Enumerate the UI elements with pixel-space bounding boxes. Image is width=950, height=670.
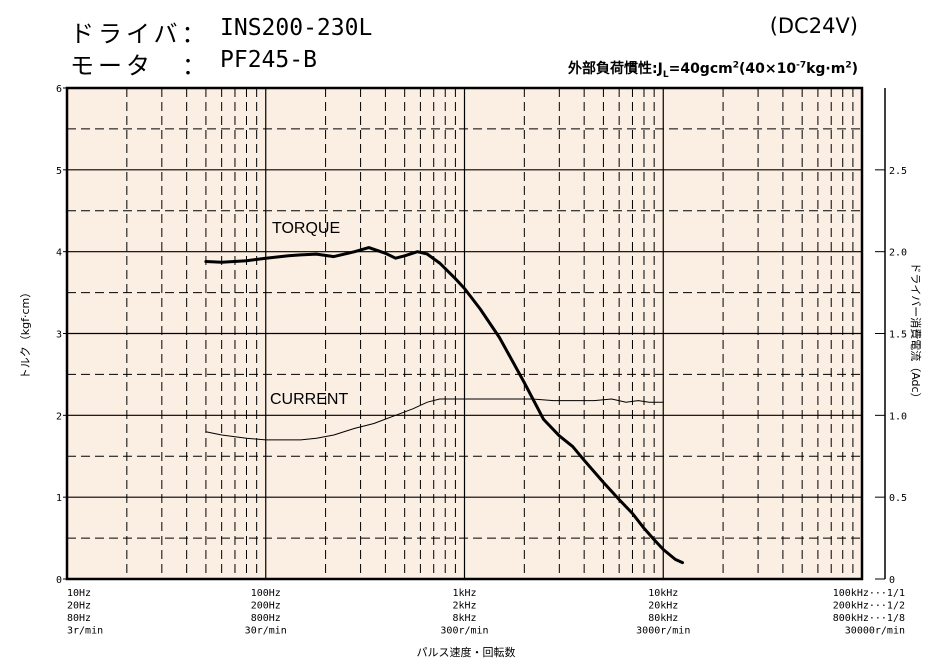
x-tick-label: 200Hz — [251, 601, 281, 612]
x-tick-label: 80Hz — [67, 613, 91, 624]
y-left-tick-label: 0 — [56, 575, 62, 586]
x-tick-label: 2kHz — [452, 601, 476, 612]
x-tick-label: 80kHz — [648, 613, 678, 624]
inertia-exponent: 2 — [732, 60, 739, 71]
inertia-paren: (40×10 — [738, 61, 797, 77]
inertia-prefix: 外部負荷慣性: — [568, 61, 658, 77]
y-right-tick-label: 2.0 — [889, 248, 907, 259]
series-layer — [204, 246, 684, 565]
x-tick-label: 10Hz — [67, 588, 91, 599]
y-right-tick-label: 2.5 — [889, 166, 907, 177]
driver-label: ドライバ： — [70, 20, 210, 48]
supply-voltage: (DC24V) — [769, 14, 858, 38]
x-tick-label: 800kHz···1/8 — [833, 613, 905, 624]
x-tick-label: 20kHz — [648, 601, 678, 612]
inertia-exponent-2: -7 — [796, 60, 807, 71]
y-left-tick-label: 5 — [56, 166, 62, 177]
inertia-unit: kg·m — [806, 61, 846, 77]
torque-label: TORQUE — [272, 220, 340, 237]
x-tick-label: 20Hz — [67, 601, 91, 612]
x-tick-label: 10kHz — [648, 588, 678, 599]
x-tick-label: 800Hz — [251, 613, 281, 624]
x-tick-label: 30000r/min — [845, 626, 905, 637]
x-tick-label: 100kHz···1/1 — [833, 588, 905, 599]
y-left-tick-label: 6 — [56, 84, 62, 95]
current-label: CURRENT — [270, 391, 348, 408]
motor-label: モータ ： — [70, 52, 210, 80]
torque-curve — [204, 246, 684, 565]
driver-model: INS200-230L — [220, 15, 373, 41]
x-tick-label: 30r/min — [245, 626, 287, 637]
y-right-tick-label: 0 — [889, 575, 895, 586]
x-tick-label: 1kHz — [452, 588, 476, 599]
y-left-tick-label: 2 — [56, 411, 62, 422]
x-tick-label: 8kHz — [452, 613, 476, 624]
x-axis-title: パルス速度・回転数 — [417, 645, 516, 659]
x-tick-label: 3r/min — [67, 626, 103, 637]
current-curve — [205, 398, 664, 441]
x-tick-label: 3000r/min — [636, 626, 690, 637]
y-left-tick-label: 3 — [56, 330, 62, 341]
y-axis-right-title: ドライバー消費電流（Adc） — [909, 262, 923, 403]
grid — [67, 88, 862, 579]
y-axis-left-title: トルク（kgf·cm） — [19, 287, 32, 380]
y-right-tick-label: 1.0 — [889, 411, 907, 422]
inertia-value: =40gcm — [668, 61, 733, 77]
x-tick-label: 300r/min — [440, 626, 488, 637]
inertia-symbol: J — [657, 61, 663, 77]
x-tick-label: 100Hz — [251, 588, 281, 599]
y-right-tick-label: 0.5 — [889, 493, 907, 504]
inertia-subscript: L — [662, 69, 669, 80]
inertia-close: ) — [851, 61, 858, 77]
x-tick-label: 200kHz···1/2 — [833, 601, 905, 612]
load-inertia-note: 外部負荷慣性:JL=40gcm2(40×10-7kg·m2) — [568, 58, 858, 80]
y-right-tick-label: 1.5 — [889, 330, 907, 341]
inertia-exponent-3: 2 — [845, 60, 852, 71]
motor-model: PF245-B — [220, 47, 317, 73]
y-left-tick-label: 1 — [56, 493, 62, 504]
y-left-tick-label: 4 — [56, 248, 62, 259]
